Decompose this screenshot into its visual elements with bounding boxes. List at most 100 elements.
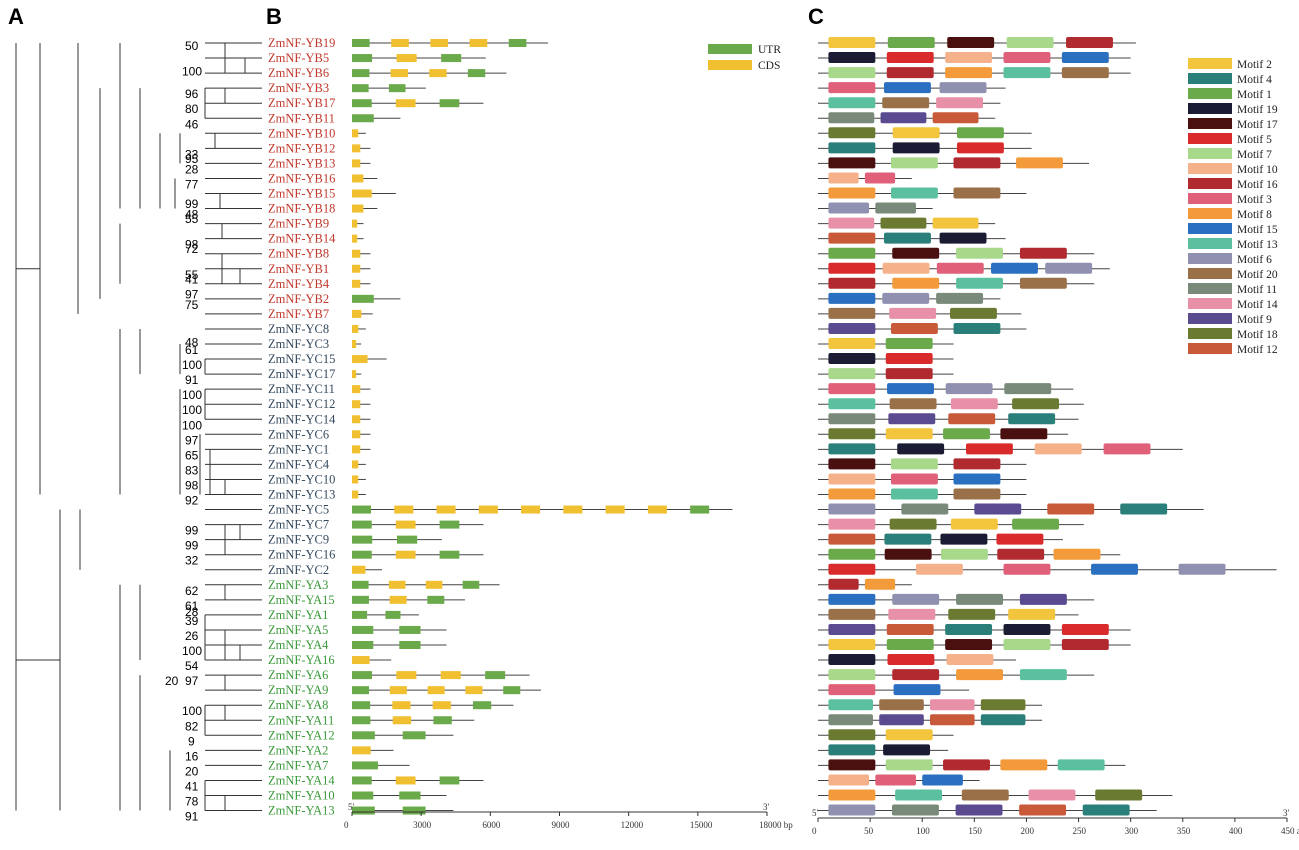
motif-box [1003, 639, 1051, 650]
motif-box [886, 67, 934, 79]
bootstrap-value: 100 [182, 403, 202, 417]
utr-block [399, 791, 421, 800]
gene-structure-row [352, 701, 514, 710]
gene-structure-row [352, 144, 371, 153]
gene-label: ZmNF-YC6 [268, 427, 329, 441]
protein-motif-row [818, 458, 1027, 470]
gene-structure-row [352, 490, 366, 499]
motif-legend-label: Motif 20 [1237, 269, 1278, 281]
gene-label: ZmNF-YA7 [268, 758, 328, 772]
motif-box [828, 533, 876, 545]
motif-box [887, 37, 935, 48]
cds-block [429, 69, 447, 78]
cds-block [352, 475, 359, 484]
bootstrap-value: 98 [185, 478, 199, 492]
motif-box [945, 52, 993, 64]
gene-label: ZmNF-YB14 [268, 232, 336, 246]
cds-block [352, 174, 364, 183]
motif-box [885, 368, 933, 380]
utr-block [388, 84, 406, 93]
bootstrap-value: 77 [185, 177, 199, 191]
motif-box [828, 729, 876, 741]
gene-label: ZmNF-YA11 [268, 713, 334, 727]
protein-motif-row [818, 112, 996, 124]
utr-block [690, 505, 710, 514]
gene-label: ZmNF-YC13 [268, 488, 335, 502]
motif-box [828, 172, 859, 184]
bootstrap-value: 98 [185, 238, 199, 252]
motif-box [828, 157, 876, 169]
motif-legend-swatch [1188, 193, 1232, 204]
gene-structure-row [352, 309, 373, 318]
bootstrap-value: 16 [185, 749, 199, 763]
motif-box [939, 82, 987, 94]
motif-axis-tick-label: 300 [1125, 826, 1139, 836]
utr-block [352, 69, 370, 78]
cds-block [396, 54, 417, 63]
motif-box [945, 639, 993, 650]
gene-structure-row [352, 99, 484, 108]
cds-block [425, 580, 443, 589]
motif-box [880, 112, 927, 124]
bootstrap-value: 91 [185, 373, 199, 387]
utr-block [399, 625, 421, 634]
utr-block [352, 791, 374, 800]
motif-box [885, 338, 933, 349]
cds-block [352, 204, 364, 213]
motif-box [828, 262, 876, 274]
motif-box [1008, 413, 1056, 425]
cds-block [521, 505, 541, 514]
utr-block [352, 39, 370, 47]
cds-block [352, 445, 361, 454]
motif-box [889, 398, 937, 410]
motif-legend-swatch [1188, 343, 1232, 354]
motif-box [1004, 383, 1052, 395]
motif-box [890, 322, 938, 334]
gene-label: ZmNF-YB11 [268, 111, 335, 125]
motif-box [884, 533, 932, 545]
motif-box [948, 413, 996, 425]
gene-label: ZmNF-YC16 [268, 548, 335, 562]
gene-label: ZmNF-YA1 [268, 608, 328, 622]
gene-structure-row [352, 400, 371, 409]
gene-structure-row [352, 746, 394, 755]
gene-axis-tick-label: 12000 [621, 820, 644, 830]
cds-block [469, 39, 488, 47]
gene-structure-row [352, 264, 371, 273]
motif-legend-swatch [1188, 298, 1232, 309]
motif-box [1028, 789, 1076, 801]
bootstrap-value: 65 [185, 448, 199, 462]
gene-legend-label: CDS [758, 60, 780, 72]
motif-box [974, 503, 1022, 515]
utr-block [352, 806, 375, 815]
motif-box [956, 669, 1003, 681]
bootstrap-value: 41 [185, 272, 199, 286]
motif-box [828, 654, 876, 666]
utr-block [467, 69, 486, 78]
motif-legend-swatch [1188, 133, 1232, 144]
protein-motif-row [818, 548, 1121, 560]
utr-block [352, 595, 369, 604]
motif-box [828, 217, 875, 229]
bootstrap-value: 100 [182, 418, 202, 432]
motif-box [1061, 639, 1109, 650]
panel-label-a: A [8, 4, 24, 29]
protein-motif-row [818, 518, 1084, 530]
gene-label: ZmNF-YA6 [268, 668, 328, 682]
utr-block [441, 54, 462, 63]
motif-box [1061, 623, 1109, 635]
protein-motif-row [818, 202, 933, 214]
gene-structure-row [352, 761, 410, 770]
gene-structure-row [352, 656, 392, 665]
motif-axis-tick-label: 150 [968, 826, 982, 836]
motif-box [828, 428, 876, 440]
gene-label: ZmNF-YC2 [268, 563, 329, 577]
gene-structure-row [352, 324, 366, 333]
motif-axis-tick-label: 400 [1229, 826, 1243, 836]
motif-legend-label: Motif 10 [1237, 164, 1278, 176]
protein-motif-row [818, 714, 1043, 726]
utr-block [352, 54, 373, 63]
motif-box [1120, 503, 1168, 515]
protein-motif-row [818, 654, 1017, 666]
gene-structure-row [352, 595, 465, 604]
